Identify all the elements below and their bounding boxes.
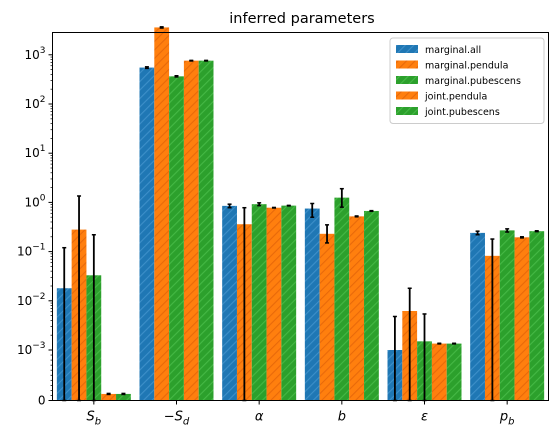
y-tick-label: 10−3 xyxy=(17,341,46,357)
y-tick-label: 0 xyxy=(38,394,46,408)
errorbar-marginal-all-5 xyxy=(475,230,480,236)
bar-marginal-pubescens-1 xyxy=(169,76,184,401)
errorbar-marginal-all-1 xyxy=(144,66,149,70)
legend-label: marginal.pendula xyxy=(425,61,508,72)
bar-joint-pubescens-0 xyxy=(116,393,131,401)
x-tick-label: Sb xyxy=(87,410,102,428)
bar-marginal-all-5 xyxy=(470,232,485,401)
legend-label: joint.pubescens xyxy=(424,107,500,118)
bar-marginal-pendula-3 xyxy=(319,233,335,401)
x-tick-label: α xyxy=(255,410,264,425)
errorbar-marginal-pubescens-1 xyxy=(174,75,179,78)
errorbar-joint-pubescens-5 xyxy=(534,230,539,233)
bars-layer xyxy=(56,27,545,401)
x-tick-label: pb xyxy=(499,410,515,428)
y-tick-label: 101 xyxy=(24,144,45,160)
errorbar-joint-pendula-2 xyxy=(271,206,276,209)
errorbar-joint-pubescens-4 xyxy=(452,342,457,345)
legend-swatch xyxy=(396,45,418,53)
errorbar-joint-pubescens-0 xyxy=(121,392,126,396)
errorbar-marginal-pendula-1 xyxy=(159,26,164,29)
bar-joint-pendula-5 xyxy=(514,237,530,401)
legend-item-marginal-pendula: marginal.pendula xyxy=(396,60,508,72)
x-tick-5: pb xyxy=(499,400,515,428)
errorbar-marginal-all-2 xyxy=(227,203,232,209)
legend-label: marginal.all xyxy=(425,45,481,56)
errorbar-joint-pendula-0 xyxy=(106,392,111,396)
x-tick-label: ε xyxy=(421,410,428,425)
y-tick-7: 103 xyxy=(24,46,53,62)
y-tick-label: 102 xyxy=(24,95,45,111)
legend-label: joint.pendula xyxy=(424,92,487,103)
errorbar-marginal-pubescens-3 xyxy=(339,187,344,208)
bar-joint-pubescens-4 xyxy=(446,343,462,401)
bar-joint-pubescens-2 xyxy=(281,205,297,401)
bar-joint-pubescens-1 xyxy=(198,60,214,401)
y-tick-2: 10−2 xyxy=(17,292,53,308)
bar-marginal-pubescens-2 xyxy=(251,204,267,401)
errorbar-joint-pendula-3 xyxy=(354,215,359,218)
y-tick-label: 10−2 xyxy=(17,292,46,308)
y-tick-3: 10−1 xyxy=(17,243,53,259)
errorbar-marginal-pubescens-5 xyxy=(505,228,510,233)
bar-joint-pendula-1 xyxy=(183,60,199,401)
legend-swatch xyxy=(396,76,418,84)
y-tick-4: 100 xyxy=(24,193,53,209)
y-tick-5: 101 xyxy=(24,144,53,160)
bar-joint-pendula-4 xyxy=(431,343,447,401)
bar-marginal-all-3 xyxy=(304,208,320,401)
errorbar-joint-pendula-4 xyxy=(437,342,442,345)
bar-marginal-pendula-1 xyxy=(154,27,170,401)
y-tick-label: 10−1 xyxy=(17,243,46,259)
legend-item-joint-pendula: joint.pendula xyxy=(396,91,487,103)
bar-marginal-all-1 xyxy=(139,67,155,401)
errorbar-marginal-pubescens-2 xyxy=(257,202,262,207)
plot-frame xyxy=(52,32,549,401)
errorbar-joint-pubescens-3 xyxy=(369,209,374,213)
bar-marginal-all-2 xyxy=(222,205,237,401)
legend-label: marginal.pubescens xyxy=(425,76,521,87)
bar-joint-pendula-3 xyxy=(349,216,365,401)
legend-item-marginal-all: marginal.all xyxy=(396,45,481,56)
x-tick-1: −Sd xyxy=(164,400,190,428)
errorbar-marginal-all-3 xyxy=(310,202,315,218)
legend: marginal.all marginal.pendula marginal.pub… xyxy=(389,37,545,124)
errorbar-marginal-pendula-3 xyxy=(325,224,330,244)
x-tick-label: −Sd xyxy=(164,410,190,428)
y-tick-label: 103 xyxy=(24,46,45,62)
errorbar-joint-pubescens-1 xyxy=(204,59,209,62)
bar-joint-pubescens-5 xyxy=(529,231,545,401)
bar-joint-pendula-0 xyxy=(101,393,117,401)
legend-item-marginal-pubescens: marginal.pubescens xyxy=(396,76,521,87)
errorbars-layer xyxy=(62,26,539,402)
errorbar-joint-pendula-1 xyxy=(189,59,194,62)
bar-joint-pubescens-3 xyxy=(364,210,379,401)
bar-marginal-pubescens-5 xyxy=(499,230,515,401)
x-tick-0: Sb xyxy=(87,400,102,428)
x-axis: Sb −Sd α b ε pb xyxy=(87,400,515,428)
bar-joint-pendula-2 xyxy=(266,207,282,401)
errorbar-joint-pendula-5 xyxy=(519,236,524,239)
y-tick-1: 10−3 xyxy=(17,341,53,357)
y-tick-6: 102 xyxy=(24,95,53,111)
legend-swatch xyxy=(396,91,418,100)
y-axis: 0 10−3 10−2 10−1 100 101 102 103 xyxy=(17,46,53,408)
x-tick-3: b xyxy=(338,400,346,425)
y-tick-label: 100 xyxy=(24,193,45,209)
legend-swatch xyxy=(396,60,418,69)
bar-marginal-pubescens-3 xyxy=(334,197,350,401)
chart-title: inferred parameters xyxy=(229,11,374,27)
y-tick-0: 0 xyxy=(38,394,53,408)
x-tick-2: α xyxy=(255,400,264,425)
legend-item-joint-pubescens: joint.pubescens xyxy=(396,107,500,118)
legend-swatch xyxy=(396,107,418,115)
x-tick-label: b xyxy=(338,410,346,425)
x-tick-4: ε xyxy=(421,400,428,425)
legend-box xyxy=(389,37,545,124)
